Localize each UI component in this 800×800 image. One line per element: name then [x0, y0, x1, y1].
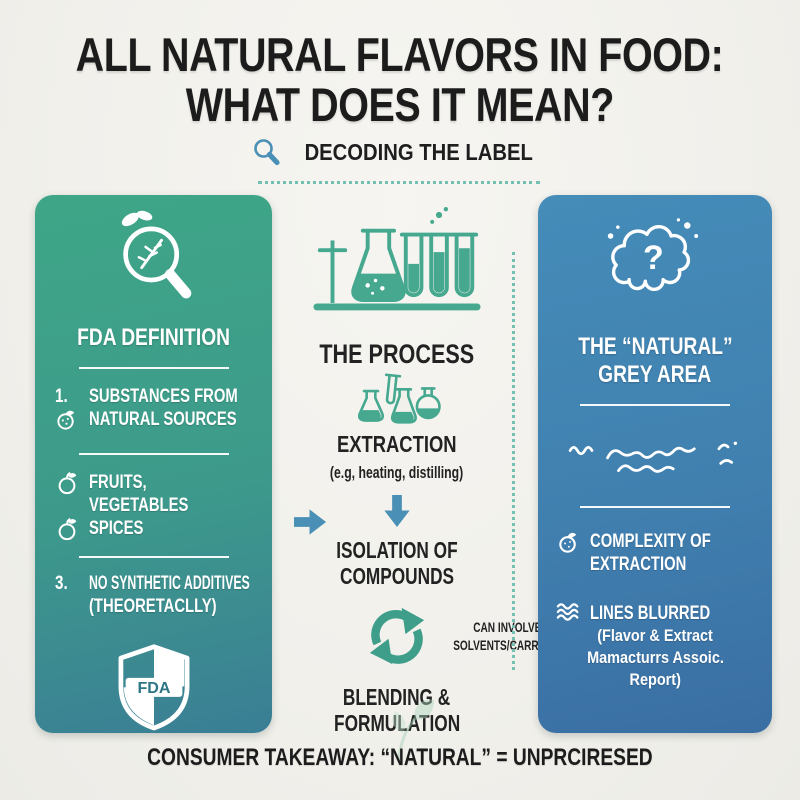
apple-icon: [58, 472, 76, 495]
grey-title-line1: THE “NATURAL”: [577, 333, 733, 360]
apple-icon: [58, 518, 76, 541]
item-text: COMPLEXITY OF: [590, 531, 711, 553]
item-number: 1.: [54, 386, 68, 408]
question-cloud-icon: ?: [607, 218, 699, 292]
grey-item-2: LINES BLURRED: [556, 602, 754, 625]
page-title: ALL NATURAL FLAVORS IN FOOD: WHAT DOES I…: [0, 30, 800, 130]
footer-text: CONSUMER TAKEAWAY: “NATURAL” = UNPRCIRES…: [147, 744, 653, 771]
grey-title-line2: GREY AREA: [598, 360, 712, 388]
grey-item-1: COMPLEXITY OF EXTRACTION: [556, 530, 754, 576]
step-isolation: ISOLATION OF COMPOUNDS: [316, 536, 478, 590]
grey-area-panel: ? THE “NATURAL” GREY AREA: [538, 195, 772, 733]
divider: [78, 453, 229, 456]
fda-item-3: 3. NO SYNTHETIC ADDITIVES (THEORETACLLY): [55, 572, 253, 618]
cloud-question-mark: ?: [643, 239, 664, 277]
source-line1: (Flavor & Extract: [597, 626, 713, 646]
squiggle-lines: [568, 441, 738, 473]
flasks-icon: [358, 373, 441, 424]
grey-item-2-source: (Flavor & Extract Mamacturrs Assoic. Rep…: [538, 625, 772, 691]
arrow-down-icon: [384, 494, 410, 527]
divider: [580, 404, 730, 407]
step-isolation-line2: COMPOUNDS: [339, 562, 455, 589]
herb-magnifier-icon: [121, 210, 191, 299]
solvents-note-line2: SOLVENTS/CARRIERS: [453, 637, 563, 654]
source-line3: Report): [629, 670, 681, 690]
lab-bench-icon: [313, 207, 481, 311]
waves-icon: [556, 603, 579, 621]
item-text: VEGETABLES: [88, 495, 188, 517]
title-line-1: ALL NATURAL FLAVORS IN FOOD:: [76, 28, 724, 81]
leaf-sprout-icon: [360, 694, 438, 760]
item-text: SPICES: [88, 518, 143, 540]
process-column: THE PROCESS EXTRACTION (e.g, heating, di…: [282, 195, 562, 737]
divider: [78, 556, 229, 559]
item-number: 3.: [54, 573, 68, 595]
divider: [78, 367, 229, 370]
berry-icon: [559, 533, 577, 553]
grey-panel-title: THE “NATURAL” GREY AREA: [559, 333, 752, 388]
item-text: NATURAL SOURCES: [88, 409, 237, 431]
solvents-note: CAN INVOLVE SOLVENTS/CARRIERS: [432, 618, 583, 655]
arrow-right-icon: [294, 509, 327, 535]
fda-panel-title-text: FDA DEFINITION: [77, 323, 230, 351]
strawberry-icon: [56, 411, 74, 430]
divider: [580, 506, 730, 509]
source-line2: Mamacturrs Assoic.: [586, 648, 724, 668]
vertical-dotted-separator: [512, 252, 515, 670]
magnifier-icon: [253, 139, 280, 166]
subtitle-row: DECODING THE LABEL: [0, 138, 800, 166]
process-title-text: THE PROCESS: [319, 339, 475, 369]
cycle-arrows-icon: [369, 608, 425, 665]
fda-item-2: FRUITS, VEGETABLES SPICES: [55, 471, 253, 541]
title-line-2: WHAT DOES IT MEAN?: [185, 77, 615, 131]
step-extraction: EXTRACTION: [322, 431, 472, 458]
subtitle-text: DECODING THE LABEL: [304, 138, 533, 165]
item-text: SUBSTANCES FROM: [88, 386, 238, 408]
item-text: EXTRACTION: [590, 554, 687, 576]
step-blending-line1: BLENDING &: [343, 684, 451, 711]
arrow-right-wrap: [294, 509, 327, 535]
solvents-note-row: CAN INVOLVE SOLVENTS/CARRIERS: [368, 605, 583, 667]
item-text: LINES BLURRED: [590, 603, 711, 625]
fda-badge-label: FDA: [137, 679, 170, 697]
fda-panel-title: FDA DEFINITION: [58, 324, 249, 352]
step-blending-line2: FORMULATION: [334, 710, 460, 737]
step-extraction-title: EXTRACTION: [337, 431, 457, 457]
process-title: THE PROCESS: [300, 341, 494, 368]
step-isolation-line1: ISOLATION OF: [336, 536, 458, 563]
step-extraction-sub-text: (e.g, heating, distilling): [330, 462, 464, 482]
item-text: (THEORETACLLY): [88, 596, 217, 618]
step-blending: BLENDING & FORMULATION: [313, 684, 481, 737]
solvents-note-line1: CAN INVOLVE: [473, 618, 542, 635]
step-extraction-sub: (e.g, heating, distilling): [304, 463, 489, 483]
fda-definition-panel: FDA DEFINITION 1. SUBSTANCES FROM NATURA…: [35, 195, 272, 733]
item-text: FRUITS,: [88, 472, 147, 494]
fda-shield-icon: FDA: [118, 644, 189, 731]
fda-item-1: 1. SUBSTANCES FROM NATURAL SOURCES: [55, 385, 253, 431]
item-text: NO SYNTHETIC ADDITIVES: [88, 573, 250, 595]
dotted-separator: [258, 181, 540, 184]
footer-takeaway: CONSUMER TAKEAWAY: “NATURAL” = UNPRCIRES…: [0, 744, 800, 772]
